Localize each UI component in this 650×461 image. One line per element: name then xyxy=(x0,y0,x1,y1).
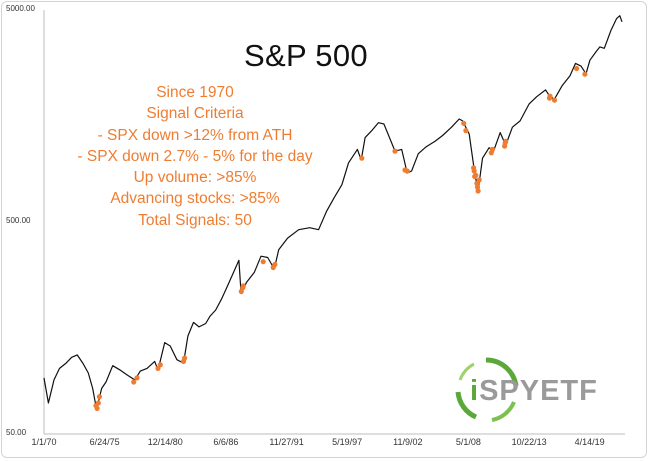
signal-marker xyxy=(582,71,588,77)
x-tick-label: 4/14/19 xyxy=(574,437,605,447)
signal-marker xyxy=(260,259,266,265)
y-tick-label: 5000.00 xyxy=(6,4,35,13)
x-tick-label: 12/14/80 xyxy=(147,437,183,447)
signal-marker xyxy=(463,128,469,134)
ispyetf-logo xyxy=(455,357,519,422)
y-tick-label: 50.00 xyxy=(6,428,27,437)
annotation-line: Signal Criteria xyxy=(146,105,244,123)
x-tick-label: 11/27/91 xyxy=(269,437,304,447)
signal-marker xyxy=(471,168,477,174)
signal-marker xyxy=(359,155,365,161)
x-tick-label: 5/1/08 xyxy=(455,437,481,447)
signal-marker xyxy=(392,148,398,154)
signal-marker xyxy=(551,97,558,103)
signal-marker xyxy=(574,65,580,72)
signal-marker xyxy=(473,172,479,178)
signal-marker xyxy=(131,379,137,385)
signal-marker xyxy=(272,261,278,268)
logo-ring-icon xyxy=(455,357,519,422)
annotation-line: - SPX down 2.7% - 5% for the day xyxy=(77,147,313,165)
signal-marker xyxy=(475,188,481,194)
signal-marker xyxy=(461,120,467,126)
signal-marker xyxy=(404,168,410,174)
logo-text: SPYETF xyxy=(479,375,598,407)
annotation-line: Advancing stocks: >85% xyxy=(110,190,280,208)
signal-marker xyxy=(547,93,553,99)
signal-marker xyxy=(503,138,509,144)
annotation-line: Total Signals: 50 xyxy=(138,211,252,229)
x-tick-label: 5/19/97 xyxy=(332,437,363,447)
x-tick-label: 6/6/86 xyxy=(213,437,239,447)
x-tick-label: 11/9/02 xyxy=(393,437,423,447)
chart-title: S&P 500 xyxy=(244,38,368,73)
y-tick-label: 500.00 xyxy=(6,216,31,225)
signal-marker xyxy=(96,394,102,400)
logo-wordmark: iSPYETF xyxy=(470,375,598,408)
signal-marker xyxy=(157,362,163,368)
signal-marker xyxy=(476,177,482,183)
annotation-line: - SPX down >12% from ATH xyxy=(97,126,293,144)
signal-marker xyxy=(182,355,188,361)
signal-marker xyxy=(94,405,100,411)
x-tick-label: 10/22/13 xyxy=(511,437,547,447)
signal-criteria-annotation: Since 1970 Signal Criteria - SPX down >1… xyxy=(50,82,340,231)
spx-price-line xyxy=(43,15,623,411)
annotation-line: Up volume: >85% xyxy=(133,169,257,187)
x-tick-label: 1/1/70 xyxy=(31,437,57,447)
x-tick-label: 6/24/75 xyxy=(89,437,120,447)
signal-marker xyxy=(134,375,140,381)
annotation-line: Since 1970 xyxy=(156,84,234,101)
logo-prefix: i xyxy=(470,375,480,407)
signal-marker xyxy=(240,283,246,289)
signal-marker xyxy=(489,146,495,152)
signal-marker xyxy=(95,400,101,406)
